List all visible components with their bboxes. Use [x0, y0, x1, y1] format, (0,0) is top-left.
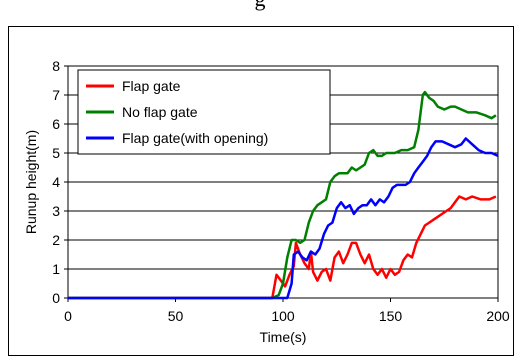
- y-tick-label: 0: [52, 290, 60, 306]
- x-tick-label: 200: [486, 308, 510, 324]
- y-tick-label: 3: [52, 203, 60, 219]
- y-tick-label: 1: [52, 261, 60, 277]
- legend-label-2: No flap gate: [122, 104, 198, 120]
- legend: Flap gate No flap gate Flap gate(with open…: [77, 69, 331, 155]
- chart-frame: [8, 26, 514, 356]
- x-axis-label: Time(s): [260, 329, 307, 345]
- legend-box: [77, 69, 331, 155]
- y-tick-label: 7: [52, 87, 60, 103]
- x-tick-label: 0: [64, 308, 72, 324]
- y-tick-label: 6: [52, 116, 60, 132]
- series-lines: [68, 90, 499, 300]
- y-tick-label: 8: [52, 58, 60, 74]
- y-axis-label: Runup height(m): [23, 130, 39, 234]
- axis-ticks: 0 1 2 3 4 5 6 7 8 0 50 100 150 200: [52, 58, 510, 324]
- y-tick-label: 4: [52, 174, 60, 190]
- y-tick-label: 5: [52, 145, 60, 161]
- x-tick-label: 50: [168, 308, 184, 324]
- series-line-2: [68, 90, 497, 300]
- series-line-3: [68, 137, 499, 300]
- chart-title-fragment: g: [0, 0, 520, 12]
- x-tick-label: 100: [271, 308, 295, 324]
- x-tick-label: 150: [379, 308, 403, 324]
- legend-label-1: Flap gate: [122, 78, 181, 94]
- y-tick-label: 2: [52, 232, 60, 248]
- legend-label-3: Flap gate(with opening): [122, 130, 268, 146]
